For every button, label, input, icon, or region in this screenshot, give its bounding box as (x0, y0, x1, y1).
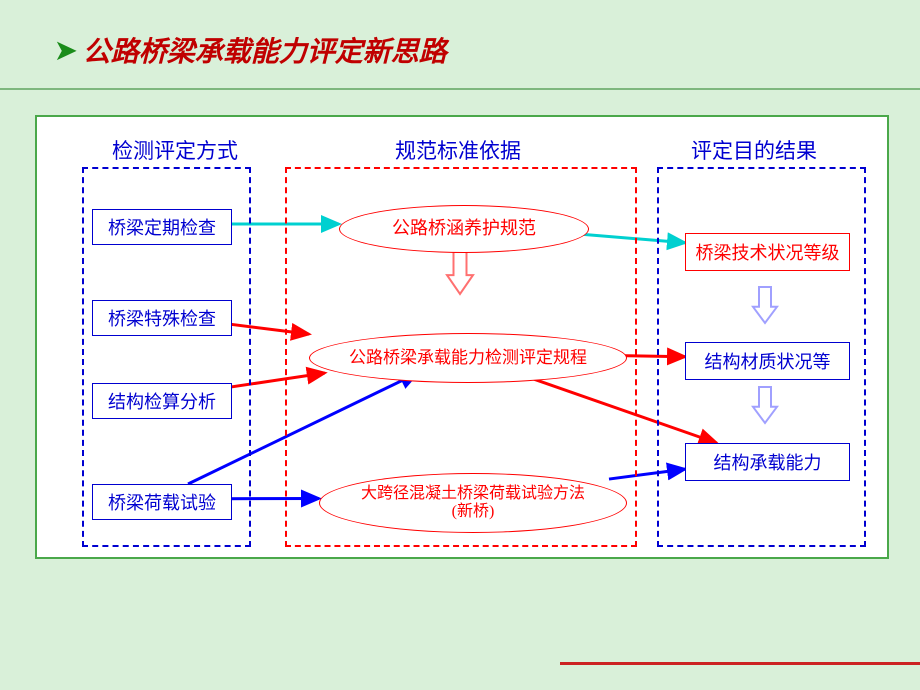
column-header-c1: 检测评定方式 (112, 135, 238, 165)
diagram-canvas: 检测评定方式 规范标准依据 评定目的结果桥梁定期检查桥梁特殊检查结构检算分析桥梁荷载… (35, 115, 889, 559)
node-r2: 结构材质状况等 (685, 342, 850, 380)
node-n3: 结构检算分析 (92, 383, 232, 419)
slide-title: ➤公路桥梁承载能力评定新思路 (0, 0, 920, 90)
title-text: 公路桥梁承载能力评定新思路 (83, 37, 447, 68)
node-n2: 桥梁特殊检查 (92, 300, 232, 336)
node-m2: 公路桥梁承载能力检测评定规程 (309, 333, 627, 383)
node-m3: 大跨径混凝土桥梁荷载试验方法 (新桥) (319, 473, 627, 533)
column-header-c2: 规范标准依据 (395, 135, 521, 165)
bullet-icon: ➤ (55, 36, 77, 66)
node-n4: 桥梁荷载试验 (92, 484, 232, 520)
column-header-c3: 评定目的结果 (691, 135, 817, 165)
node-r3: 结构承载能力 (685, 443, 850, 481)
node-r1: 桥梁技术状况等级 (685, 233, 850, 271)
node-m1: 公路桥涵养护规范 (339, 205, 589, 253)
footer-accent-line (560, 662, 920, 665)
node-n1: 桥梁定期检查 (92, 209, 232, 245)
